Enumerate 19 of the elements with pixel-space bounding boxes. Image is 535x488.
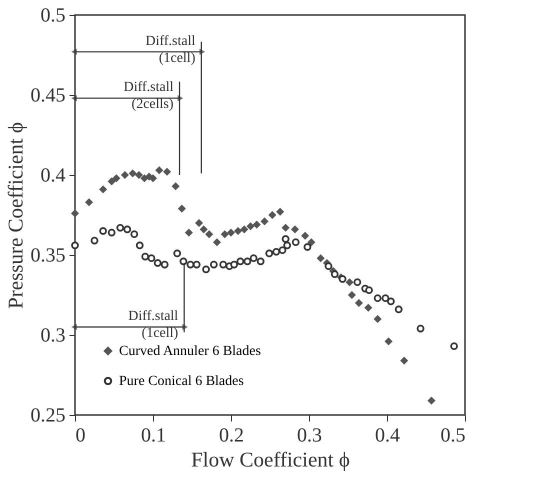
y-tick-label: 0.5 <box>40 4 66 26</box>
y-tick-label: 0.35 <box>30 244 66 266</box>
y-axis-title: Pressure Coefficient ϕ <box>4 122 28 309</box>
y-tick-label: 0.25 <box>30 404 66 426</box>
x-tick-label: 0.1 <box>141 424 166 446</box>
x-tick-label: 0.5 <box>440 424 466 446</box>
x-axis-title: Flow Coefficient ϕ <box>191 448 350 472</box>
x-tick-label: 0.3 <box>297 424 322 446</box>
y-tick-label: 0.4 <box>40 164 66 186</box>
legend-label: Curved Annuler 6 Blades <box>119 344 261 359</box>
y-tick-label: 0.3 <box>40 324 66 346</box>
annotation: Diff.stall (1cell) <box>145 34 196 66</box>
x-tick-label: 0.2 <box>219 424 244 446</box>
annotation: Diff.stall (2cells) <box>124 80 174 112</box>
y-tick-label: 0.45 <box>30 84 66 106</box>
legend-label: Pure Conical 6 Blades <box>119 374 244 389</box>
x-tick-label: 0.4 <box>375 424 400 446</box>
annotation: Diff.stall (1cell) <box>128 309 179 341</box>
x-tick-label: 0 <box>76 424 86 446</box>
